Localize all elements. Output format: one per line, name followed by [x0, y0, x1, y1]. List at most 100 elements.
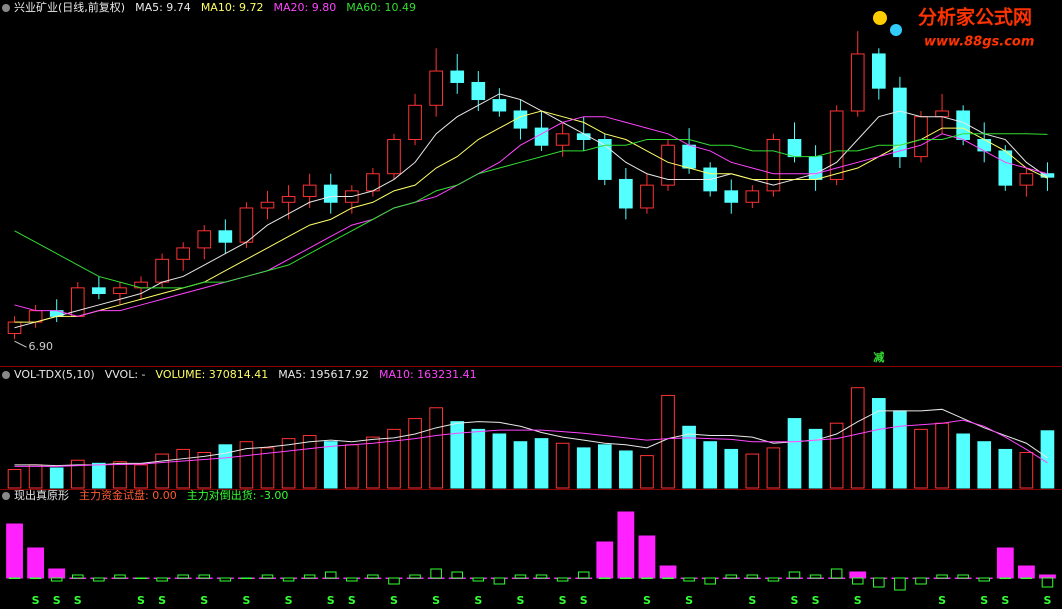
sell-signal: S: [938, 594, 946, 607]
candle-body: [597, 139, 612, 180]
watermark-logo: [873, 11, 887, 25]
sell-signal: S: [348, 594, 356, 607]
candle-body: [281, 196, 296, 203]
volume-bar: [176, 448, 191, 489]
volume-bar: [619, 450, 633, 489]
indicator-bar: [514, 574, 527, 579]
legend-entry: 主力资金试盘: 0.00: [79, 488, 177, 502]
sell-signal: S: [158, 594, 166, 607]
volume-bar: [113, 461, 127, 489]
sell-signal: S: [748, 594, 756, 607]
candle-body: [829, 110, 844, 180]
indicator-bar: [849, 571, 867, 579]
indicator-bar: [8, 577, 21, 579]
indicator-bar: [93, 577, 105, 582]
indicator-bar: [830, 568, 843, 579]
candle-body: [1019, 173, 1034, 186]
volume-bar: [366, 436, 380, 489]
panel-title: 兴业矿业(日线,前复权): [14, 0, 125, 14]
signal-marker: 减: [873, 350, 884, 364]
indicator-bar: [324, 571, 337, 579]
sell-signal: S: [285, 594, 293, 607]
sell-signal: S: [474, 594, 482, 607]
candle-body: [977, 139, 992, 152]
sell-signal: S: [242, 594, 250, 607]
sell-signal: S: [32, 594, 40, 607]
volume-bar: [914, 428, 928, 489]
indicator-bar: [240, 577, 253, 579]
indicator-bar: [725, 574, 738, 579]
candle-body: [155, 258, 169, 283]
indicator-bar: [219, 577, 232, 582]
volume-bar: [281, 438, 296, 489]
volume-bar: [513, 441, 528, 489]
volume-ma-line: [14, 419, 1048, 467]
sell-signal: S: [74, 594, 82, 607]
volume-bar: [28, 464, 43, 489]
indicator-bar: [409, 574, 421, 579]
candle-body: [661, 144, 675, 186]
candle-body: [871, 53, 886, 89]
indicator-bar: [999, 577, 1012, 579]
candle-body: [682, 144, 696, 169]
legend-entry: MA20: 9.80: [274, 1, 337, 14]
sell-signal: S: [1043, 594, 1051, 607]
volume-bar: [218, 444, 233, 489]
legend-entry: MA60: 10.49: [346, 1, 416, 14]
sell-signal: S: [327, 594, 335, 607]
volume-bar: [787, 418, 802, 489]
candle-body: [218, 230, 233, 243]
volume-bar: [197, 452, 212, 489]
candle-body: [429, 70, 443, 106]
indicator-bar: [936, 574, 948, 579]
candle-body: [850, 53, 865, 112]
candle-body: [92, 287, 106, 295]
panel-title: VOL-TDX(5,10): [14, 368, 95, 381]
indicator-bar: [617, 511, 635, 579]
candle-body: [302, 184, 317, 198]
indicator-bar: [27, 547, 45, 579]
indicator-bar: [177, 574, 189, 579]
volume-bar: [134, 464, 148, 489]
indicator-bar: [746, 574, 759, 579]
header-icon: [2, 371, 10, 379]
legend-entry: VVOL: -: [105, 368, 146, 381]
indicator-bar: [873, 577, 885, 588]
volume-bar: [766, 447, 781, 489]
indicator-bar: [957, 574, 969, 579]
legend-entry: MA5: 195617.92: [278, 368, 369, 381]
volume-bar: [745, 453, 760, 489]
indicator-bar: [662, 577, 674, 579]
volume-bar: [7, 468, 22, 489]
indicator-bar: [599, 577, 611, 579]
volume-bar: [871, 398, 886, 489]
volume-bar: [323, 441, 338, 489]
volume-bar: [682, 425, 696, 489]
candle-body: [555, 133, 570, 146]
header-icon: [2, 492, 10, 500]
candle-body: [745, 190, 760, 203]
volume-bar: [471, 428, 486, 489]
candle-body: [450, 70, 465, 83]
volume-bar: [302, 435, 317, 489]
legend-entry: 主力对倒出货: -3.00: [187, 488, 289, 502]
candle-body: [197, 230, 212, 249]
sell-signal: S: [516, 594, 524, 607]
indicator-bar: [1020, 577, 1033, 579]
candle-body: [640, 184, 654, 209]
candle-body: [408, 104, 422, 141]
volume-bar: [429, 407, 443, 489]
volume-bar: [239, 441, 254, 489]
candle-body: [113, 287, 127, 295]
candle-body: [323, 184, 338, 203]
indicator-bar: [638, 535, 656, 579]
volume-bar: [829, 422, 844, 489]
legend-entry: MA10: 9.72: [201, 1, 264, 14]
sell-signal: S: [685, 594, 693, 607]
indicator-bar: [472, 577, 485, 582]
sell-signal: S: [1001, 594, 1009, 607]
volume-bar: [724, 448, 739, 489]
indicator-bar: [451, 571, 463, 579]
indicator-bar: [620, 577, 632, 579]
